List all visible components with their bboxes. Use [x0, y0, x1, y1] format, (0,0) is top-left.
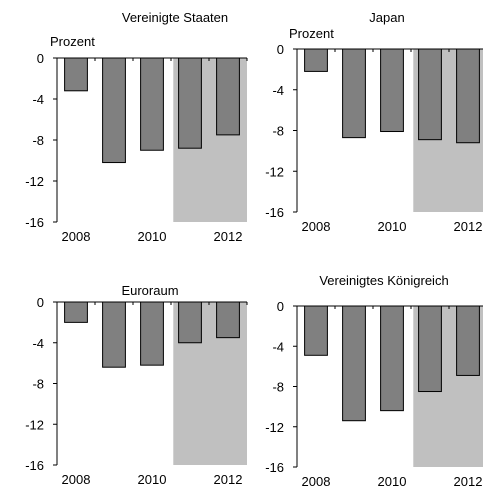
bar-2009	[102, 57, 126, 164]
bar-2011	[418, 305, 442, 393]
x-tick-label: 2008	[302, 474, 331, 489]
chart-title: Vereinigtes Königreich	[319, 273, 448, 288]
y-axis-label: Prozent	[50, 34, 95, 49]
y-axis-label: Prozent	[289, 26, 334, 41]
y-tick-label: -12	[25, 174, 44, 189]
y-tick-label: -12	[265, 164, 284, 179]
x-tick-label: 2010	[138, 229, 167, 244]
bar-2009	[342, 48, 366, 139]
y-tick-label: -16	[265, 205, 284, 220]
y-tick-label: 0	[37, 295, 44, 310]
y-tick-label: 0	[277, 299, 284, 314]
bar-2011	[418, 48, 442, 141]
y-tick-label: -12	[25, 417, 44, 432]
bar-2011	[178, 301, 202, 344]
y-tick-label: -8	[272, 380, 284, 395]
x-tick-label: 2008	[62, 229, 91, 244]
y-tick-label: -4	[272, 339, 284, 354]
x-tick-label: 2010	[138, 472, 167, 487]
bar-2009	[342, 305, 366, 422]
bar-2012	[456, 305, 480, 376]
bar-2009	[102, 301, 126, 368]
bar-2012	[216, 57, 240, 136]
y-tick-label: -16	[25, 458, 44, 473]
x-tick-label: 2010	[378, 474, 407, 489]
bar-2010	[380, 48, 404, 133]
y-tick-label: -16	[265, 460, 284, 475]
y-tick-label: -4	[32, 92, 44, 107]
bar-2008	[304, 48, 328, 72]
x-tick-label: 2012	[214, 472, 243, 487]
y-tick-label: -12	[265, 420, 284, 435]
bar-2011	[178, 57, 202, 149]
bar-2010	[140, 301, 164, 366]
x-tick-label: 2008	[62, 472, 91, 487]
y-tick-label: -16	[25, 215, 44, 230]
chart-title: Euroraum	[121, 283, 178, 298]
x-tick-label: 2008	[302, 219, 331, 234]
chart-title: Japan	[369, 10, 404, 25]
y-tick-label: -8	[32, 133, 44, 148]
chart-title: Vereinigte Staaten	[122, 10, 228, 25]
bar-2012	[456, 48, 480, 144]
x-tick-label: 2012	[214, 229, 243, 244]
bar-2008	[64, 301, 88, 323]
bar-2012	[216, 301, 240, 339]
y-tick-label: -8	[272, 124, 284, 139]
y-tick-label: -8	[32, 377, 44, 392]
x-tick-label: 2012	[454, 219, 483, 234]
x-tick-label: 2012	[454, 474, 483, 489]
bar-2008	[304, 305, 328, 356]
y-tick-label: 0	[37, 51, 44, 66]
bar-2008	[64, 57, 88, 92]
y-tick-label: -4	[272, 83, 284, 98]
bar-2010	[140, 57, 164, 151]
y-tick-label: 0	[277, 42, 284, 57]
bar-2010	[380, 305, 404, 412]
y-tick-label: -4	[32, 336, 44, 351]
x-tick-label: 2010	[378, 219, 407, 234]
